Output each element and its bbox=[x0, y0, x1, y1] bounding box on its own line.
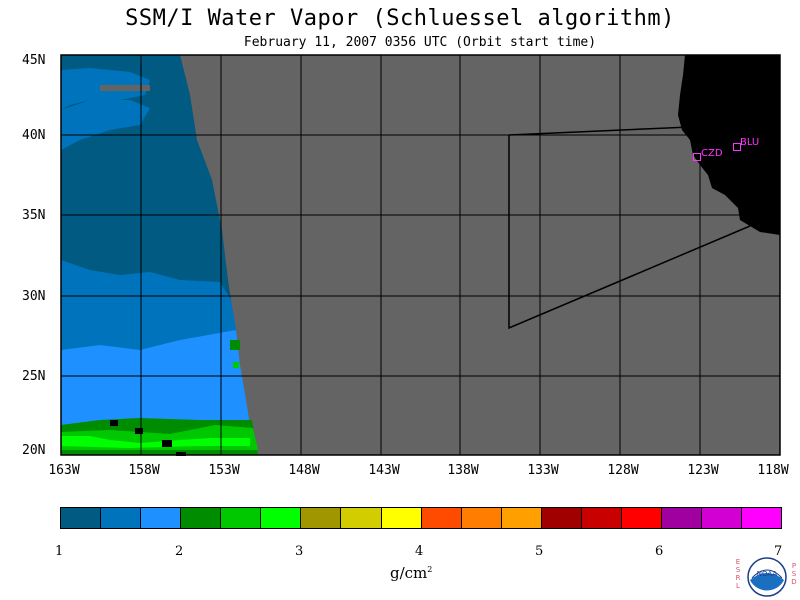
lat-label: 35N bbox=[22, 208, 46, 223]
flight-track bbox=[508, 135, 751, 330]
swath-green-patch bbox=[230, 340, 240, 350]
colorbar-tick: 7 bbox=[774, 544, 783, 559]
station-marker-blu bbox=[733, 143, 741, 151]
lon-label: 163W bbox=[48, 463, 80, 478]
colorbar-tick: 2 bbox=[175, 544, 184, 559]
island-1 bbox=[110, 420, 118, 426]
lon-label: 128W bbox=[607, 463, 639, 478]
colorbar-swatch bbox=[181, 508, 222, 528]
map-frame bbox=[60, 54, 781, 456]
lon-label: 123W bbox=[687, 463, 719, 478]
swath-green-patch2 bbox=[233, 362, 239, 368]
water-vapor-map bbox=[60, 54, 781, 456]
colorbar-units: g/cm2 bbox=[390, 564, 433, 582]
lon-label: 138W bbox=[447, 463, 479, 478]
colorbar-swatch bbox=[581, 508, 622, 528]
colorbar-swatch bbox=[301, 508, 342, 528]
lat-label: 25N bbox=[22, 369, 46, 384]
colorbar-swatch bbox=[141, 508, 182, 528]
graticule bbox=[61, 55, 780, 455]
colorbar-tick: 1 bbox=[55, 544, 64, 559]
station-label-blu: BLU bbox=[740, 137, 760, 148]
colorbar-swatch bbox=[101, 508, 142, 528]
colorbar-swatch bbox=[621, 508, 662, 528]
colorbar-swatch bbox=[261, 508, 302, 528]
swath-light-blue bbox=[61, 330, 250, 425]
lat-label: 20N bbox=[22, 443, 46, 458]
island-2 bbox=[135, 428, 143, 434]
lon-label: 148W bbox=[288, 463, 320, 478]
land-north-america bbox=[678, 55, 780, 235]
lon-label: 153W bbox=[208, 463, 240, 478]
colorbar-tick: 5 bbox=[535, 544, 544, 559]
lat-label: 45N bbox=[22, 53, 46, 68]
lon-label: 143W bbox=[368, 463, 400, 478]
lon-label: 158W bbox=[128, 463, 160, 478]
island-4 bbox=[176, 452, 186, 456]
island-3 bbox=[162, 440, 172, 447]
map-subtitle: February 11, 2007 0356 UTC (Orbit start … bbox=[243, 35, 597, 50]
swath-bright-green bbox=[62, 436, 250, 448]
colorbar-tick: 4 bbox=[415, 544, 424, 559]
colorbar-swatch bbox=[61, 508, 102, 528]
station-marker-czd bbox=[693, 153, 701, 161]
swath-gap bbox=[100, 85, 150, 91]
colorbar-swatch bbox=[421, 508, 462, 528]
colorbar-swatch bbox=[381, 508, 422, 528]
flight-track-top bbox=[508, 126, 691, 136]
colorbar-swatch bbox=[221, 508, 262, 528]
noaa-logo-icon: NOAA bbox=[747, 557, 787, 597]
colorbar-swatch bbox=[501, 508, 542, 528]
lat-label: 30N bbox=[22, 289, 46, 304]
svg-text:NOAA: NOAA bbox=[757, 570, 778, 578]
colorbar-tick: 3 bbox=[295, 544, 304, 559]
colorbar-swatch bbox=[341, 508, 382, 528]
lon-label: 133W bbox=[527, 463, 559, 478]
station-label-czd: CZD bbox=[701, 148, 723, 159]
colorbar-swatch bbox=[541, 508, 582, 528]
colorbar-swatch bbox=[661, 508, 702, 528]
swath-mid-blue-upper bbox=[61, 100, 150, 150]
colorbar-swatch bbox=[702, 508, 743, 528]
colorbar-swatch bbox=[461, 508, 502, 528]
lon-label: 118W bbox=[757, 463, 789, 478]
colorbar-tick: 6 bbox=[655, 544, 664, 559]
lat-label: 40N bbox=[22, 128, 46, 143]
colorbar-swatch bbox=[742, 508, 782, 528]
colorbar bbox=[60, 507, 782, 529]
map-title: SSM/I Water Vapor (Schluessel algorithm) bbox=[125, 6, 675, 31]
